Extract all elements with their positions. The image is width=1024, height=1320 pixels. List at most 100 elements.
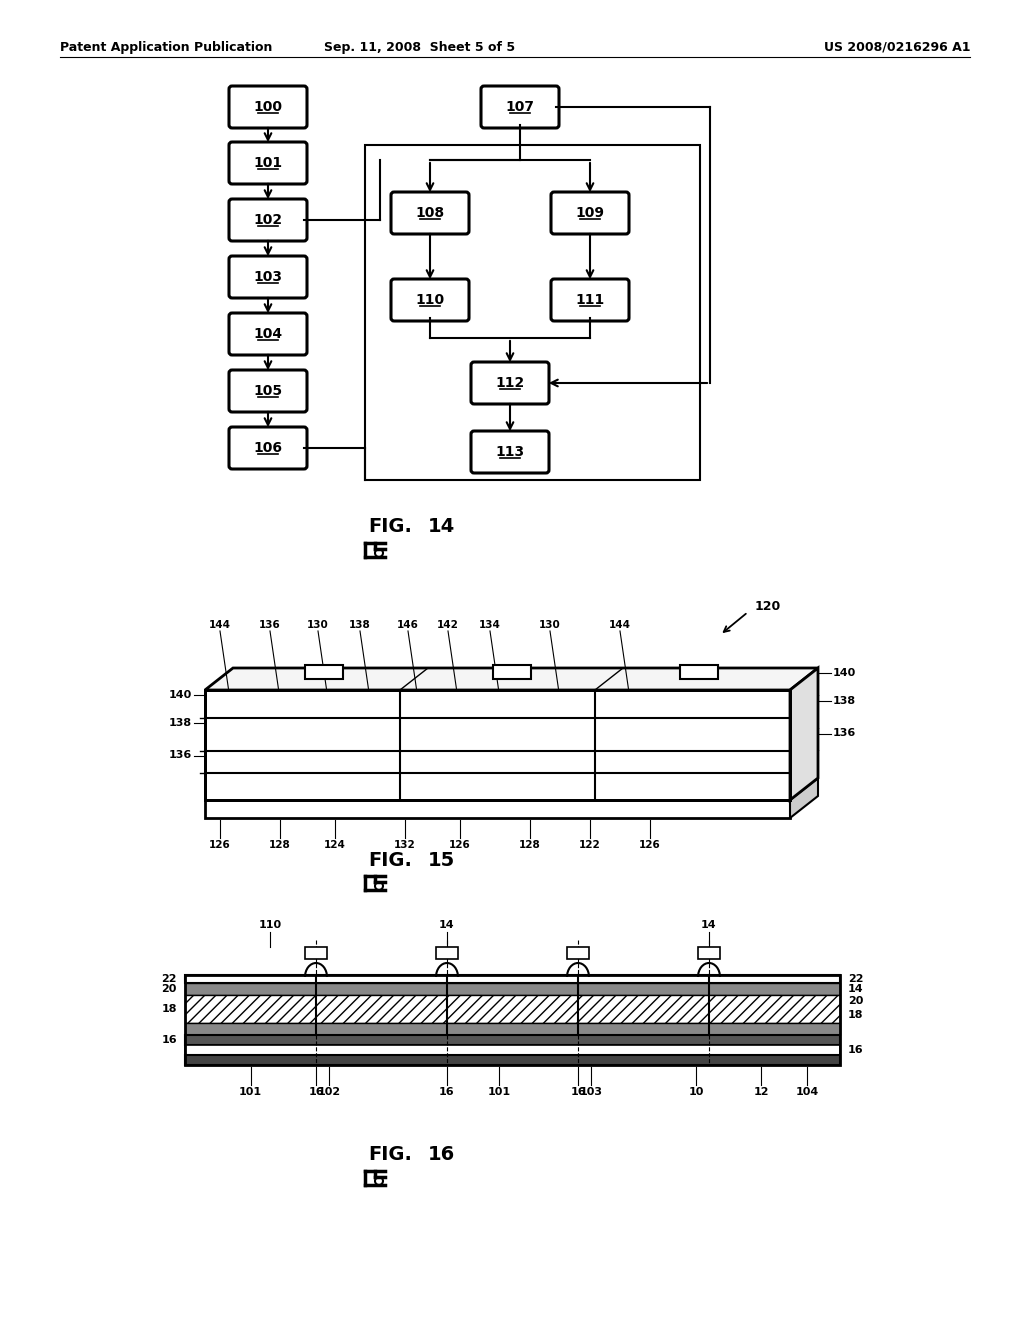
Text: 136: 136 — [833, 729, 856, 738]
FancyBboxPatch shape — [229, 199, 307, 242]
Text: 101: 101 — [487, 1086, 511, 1097]
Text: 138: 138 — [833, 696, 856, 705]
Text: 18: 18 — [848, 1010, 863, 1020]
Text: 105: 105 — [253, 384, 283, 399]
Text: 14: 14 — [848, 983, 863, 994]
Text: 136: 136 — [259, 620, 281, 630]
Text: 144: 144 — [609, 620, 631, 630]
Text: 138: 138 — [349, 620, 371, 630]
Text: 103: 103 — [580, 1086, 602, 1097]
Text: 136: 136 — [169, 751, 193, 760]
Text: 104: 104 — [796, 1086, 819, 1097]
Text: FIG.: FIG. — [368, 1146, 412, 1164]
Bar — [185, 975, 840, 1065]
Text: 130: 130 — [539, 620, 561, 630]
Bar — [185, 995, 840, 1023]
Bar — [185, 1045, 840, 1055]
Text: 122: 122 — [580, 840, 601, 850]
Text: 16: 16 — [570, 1086, 586, 1097]
Text: 22: 22 — [848, 974, 863, 983]
FancyBboxPatch shape — [551, 279, 629, 321]
FancyBboxPatch shape — [229, 256, 307, 298]
Text: 124: 124 — [324, 840, 346, 850]
Text: FIG.: FIG. — [368, 517, 412, 536]
Text: 18: 18 — [162, 1005, 177, 1014]
Text: 102: 102 — [317, 1086, 341, 1097]
FancyBboxPatch shape — [229, 426, 307, 469]
Text: 20: 20 — [848, 997, 863, 1006]
Bar — [305, 665, 343, 678]
Text: 16: 16 — [308, 1086, 324, 1097]
Text: 130: 130 — [307, 620, 329, 630]
FancyBboxPatch shape — [229, 143, 307, 183]
FancyBboxPatch shape — [229, 86, 307, 128]
Bar — [698, 946, 720, 960]
FancyBboxPatch shape — [471, 362, 549, 404]
Text: 144: 144 — [209, 620, 231, 630]
Bar — [493, 665, 530, 678]
Text: 103: 103 — [254, 271, 283, 284]
Bar — [436, 946, 458, 960]
Text: 22: 22 — [162, 974, 177, 983]
Bar — [365, 145, 700, 480]
Text: 104: 104 — [253, 327, 283, 341]
Bar — [185, 995, 840, 1023]
Text: 14: 14 — [701, 920, 717, 931]
Text: 110: 110 — [416, 293, 444, 308]
Text: 14: 14 — [439, 920, 455, 931]
Text: 16: 16 — [162, 1035, 177, 1045]
FancyBboxPatch shape — [229, 313, 307, 355]
Text: 142: 142 — [437, 620, 459, 630]
Text: 113: 113 — [496, 445, 524, 459]
Text: 14: 14 — [428, 517, 456, 536]
Text: 128: 128 — [519, 840, 541, 850]
Text: US 2008/0216296 A1: US 2008/0216296 A1 — [823, 41, 970, 54]
Polygon shape — [790, 777, 818, 818]
Text: 10: 10 — [688, 1086, 703, 1097]
FancyBboxPatch shape — [229, 370, 307, 412]
Bar — [205, 690, 790, 800]
Bar — [185, 983, 840, 995]
Text: 111: 111 — [575, 293, 604, 308]
Text: FIG.: FIG. — [368, 850, 412, 870]
Bar — [205, 800, 790, 818]
Text: 107: 107 — [506, 100, 535, 114]
Text: 16: 16 — [848, 1045, 863, 1055]
Bar — [680, 665, 718, 678]
Text: 128: 128 — [269, 840, 291, 850]
Text: 109: 109 — [575, 206, 604, 220]
Text: 120: 120 — [755, 601, 781, 614]
Text: 134: 134 — [479, 620, 501, 630]
Text: Patent Application Publication: Patent Application Publication — [60, 41, 272, 54]
Polygon shape — [205, 777, 818, 800]
Text: 20: 20 — [162, 983, 177, 994]
Bar — [305, 946, 327, 960]
Bar — [205, 690, 790, 800]
Text: 110: 110 — [259, 920, 282, 931]
Text: 16: 16 — [428, 1146, 456, 1164]
Bar — [185, 1023, 840, 1035]
Text: 126: 126 — [209, 840, 230, 850]
FancyBboxPatch shape — [391, 191, 469, 234]
Text: 138: 138 — [169, 718, 193, 727]
Text: 108: 108 — [416, 206, 444, 220]
Bar — [185, 975, 840, 983]
Text: 126: 126 — [450, 840, 471, 850]
Text: 12: 12 — [754, 1086, 769, 1097]
FancyBboxPatch shape — [391, 279, 469, 321]
Polygon shape — [790, 668, 818, 800]
Text: Sep. 11, 2008  Sheet 5 of 5: Sep. 11, 2008 Sheet 5 of 5 — [325, 41, 515, 54]
Text: 140: 140 — [833, 668, 856, 678]
Bar — [185, 1055, 840, 1065]
Text: 16: 16 — [439, 1086, 455, 1097]
FancyBboxPatch shape — [481, 86, 559, 128]
Text: 132: 132 — [394, 840, 416, 850]
Bar — [185, 1035, 840, 1045]
Text: 126: 126 — [639, 840, 660, 850]
Text: 112: 112 — [496, 376, 524, 389]
Text: 106: 106 — [254, 441, 283, 455]
Text: 101: 101 — [253, 156, 283, 170]
Text: 140: 140 — [169, 690, 193, 700]
Text: 15: 15 — [428, 850, 456, 870]
Text: 100: 100 — [254, 100, 283, 114]
